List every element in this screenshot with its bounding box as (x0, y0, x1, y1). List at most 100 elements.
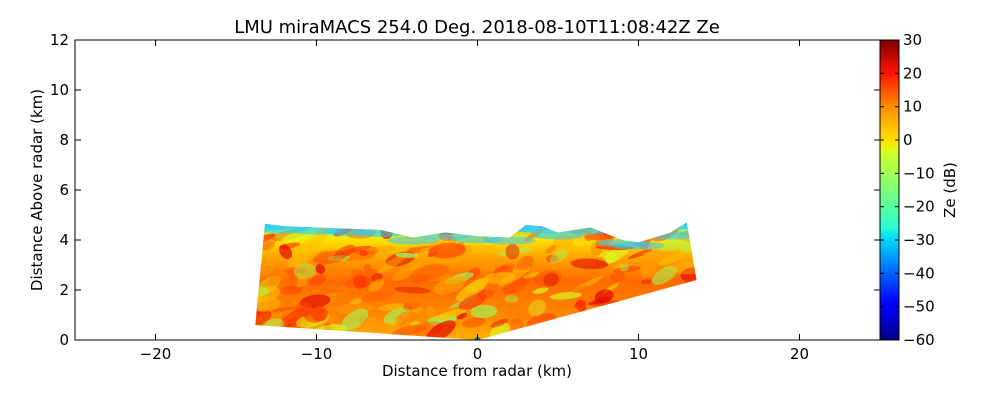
echo-cell (570, 285, 589, 294)
echo-cell (620, 263, 629, 272)
echo-cell (425, 306, 437, 319)
x-axis: −20 −10 0 10 20 (140, 40, 809, 363)
y-tick-label: 10 (50, 81, 69, 99)
y-axis: 0 2 4 6 8 10 12 (50, 31, 880, 349)
echo-cell (371, 273, 383, 283)
colorbar-tick-label: 30 (903, 31, 922, 49)
echo-cell (550, 291, 582, 300)
echo-cell (658, 251, 688, 266)
colorbar-tick-label: −60 (903, 331, 935, 349)
colorbar-tick-label: −50 (903, 298, 935, 316)
echo-cell (573, 300, 587, 308)
echo-cell (364, 317, 377, 328)
echo-cell (398, 311, 418, 322)
echo-cell (313, 250, 347, 265)
echo-cell (279, 285, 303, 295)
echo-cell (353, 274, 367, 289)
echo-cell (504, 295, 519, 303)
colorbar-tick-label: 10 (903, 98, 922, 116)
echo-cell (496, 247, 533, 256)
colorbar-tick-label: 0 (903, 131, 913, 149)
echo-cell (516, 255, 535, 271)
echo-cell (334, 288, 359, 305)
echo-cell (499, 263, 515, 274)
echo-cell (528, 299, 547, 317)
echo-cell (428, 242, 466, 259)
echo-cell (287, 270, 298, 286)
echo-cell (309, 275, 326, 287)
x-axis-label: Distance from radar (km) (382, 362, 572, 380)
echo-cell (368, 278, 385, 292)
echo-cell (359, 250, 368, 257)
echo-cell (458, 293, 487, 311)
echo-cell (402, 302, 413, 311)
echo-cell (610, 271, 625, 282)
x-tick-label: 0 (473, 345, 483, 363)
x-tick-label: −20 (140, 345, 172, 363)
echo-cell (344, 245, 371, 253)
echo-cell (569, 276, 603, 294)
echo-cell (461, 317, 486, 328)
echo-cell (383, 307, 410, 325)
colorbar-tick-label: −30 (903, 231, 935, 249)
echo-cell (267, 274, 283, 287)
echo-cell (456, 277, 489, 302)
echo-cell (627, 249, 653, 259)
echo-cell (375, 245, 396, 253)
y-tick-label: 8 (59, 131, 69, 149)
echo-cell (255, 309, 272, 335)
echo-cell (505, 243, 520, 260)
echo-cell (293, 263, 317, 280)
echo-cell (279, 244, 293, 259)
echo-cell (640, 263, 657, 278)
echo-cell (304, 307, 326, 323)
colorbar-ticks: 30 20 10 0 −10 −20 −30 −40 −50 −60 (880, 31, 935, 349)
echo-cell (287, 243, 322, 268)
echo-cell (315, 264, 326, 274)
y-tick-label: 0 (59, 331, 69, 349)
echo-top-fringe (483, 236, 536, 245)
echo-cell (255, 304, 279, 323)
y-axis-label: Distance Above radar (km) (28, 89, 46, 291)
echo-cell (612, 266, 641, 273)
colorbar (879, 39, 900, 341)
echo-cell (483, 272, 516, 285)
echo-cell (594, 289, 614, 304)
echo-cell (543, 272, 559, 287)
colorbar-tick-label: 20 (903, 64, 922, 82)
echo-cell (394, 286, 431, 294)
echo-cell (546, 254, 559, 263)
echo-cell (651, 265, 678, 285)
echo-cell (545, 245, 557, 254)
chart-title: LMU miraMACS 254.0 Deg. 2018-08-10T11:08… (234, 17, 720, 38)
echo-cell (614, 263, 625, 273)
echo-cell (570, 258, 609, 270)
echo-cell (642, 250, 679, 264)
x-tick-label: −10 (301, 345, 333, 363)
y-tick-label: 6 (59, 181, 69, 199)
echo-cell (456, 312, 468, 320)
echo-cell (272, 306, 297, 312)
echo-cell (391, 261, 424, 282)
echo-cell (532, 287, 549, 294)
echo-cell (378, 303, 405, 311)
y-tick-label: 4 (59, 231, 69, 249)
echo-cell (549, 250, 568, 264)
y-tick-label: 2 (59, 281, 69, 299)
echo-cell (470, 304, 498, 318)
echo-cell (425, 320, 456, 340)
x-tick-label: 10 (629, 345, 648, 363)
echo-cell (341, 308, 369, 331)
echo-cell (326, 255, 351, 261)
echo-cell (497, 309, 535, 328)
echo-cell (395, 252, 419, 258)
echo-cell (362, 290, 394, 302)
echo-cell (433, 275, 467, 295)
echo-cell (280, 314, 293, 328)
colorbar-tick-label: −40 (903, 264, 935, 282)
echo-cell (408, 302, 421, 310)
echo-cell (282, 268, 307, 274)
echo-cell (533, 270, 563, 287)
echo-cell (255, 296, 281, 312)
